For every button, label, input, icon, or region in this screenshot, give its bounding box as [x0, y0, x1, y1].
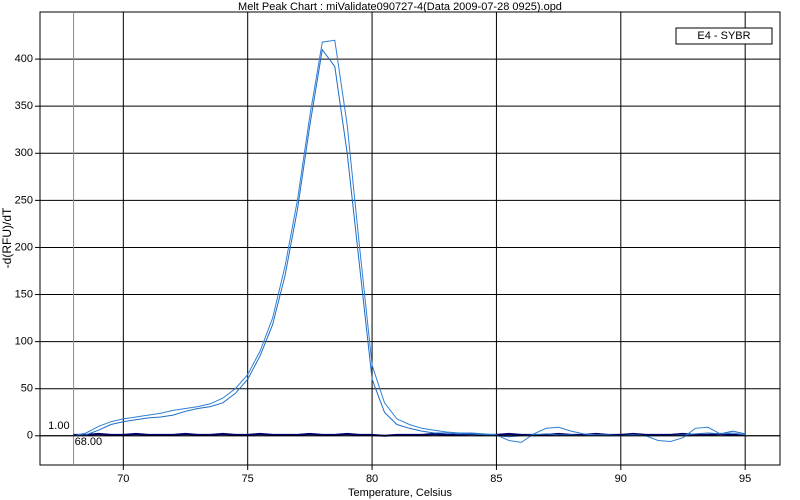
- series-line: [73, 39, 746, 443]
- x-tick-label: 70: [117, 473, 129, 485]
- x-tick-label: 95: [739, 473, 751, 485]
- y-axis-label: -d(RFU)/dT: [0, 207, 14, 268]
- legend-label: E4 - SYBR: [697, 30, 750, 42]
- y-tick-label: 300: [15, 147, 33, 159]
- x-tick-label: 85: [490, 473, 502, 485]
- y-tick-label: 350: [15, 100, 33, 112]
- y-tick-label: 150: [15, 288, 33, 300]
- y-tick-label: 250: [15, 194, 33, 206]
- series-line: [73, 432, 746, 437]
- y-tick-label: 50: [21, 383, 33, 395]
- y-tick-label: 100: [15, 336, 33, 348]
- cursor-y-label: 1.00: [48, 420, 69, 432]
- chart-title: Melt Peak Chart : miValidate090727-4(Dat…: [238, 1, 562, 13]
- x-tick-label: 90: [615, 473, 627, 485]
- x-tick-label: 75: [242, 473, 254, 485]
- y-tick-label: 400: [15, 53, 33, 65]
- cursor-x-label: 68.00: [75, 436, 103, 448]
- y-tick-label: 200: [15, 241, 33, 253]
- y-tick-label: 0: [27, 430, 33, 442]
- legend-box: [675, 27, 773, 45]
- x-axis-label: Temperature, Celsius: [348, 487, 452, 499]
- plot-frame: [39, 11, 781, 466]
- x-tick-label: 80: [366, 473, 378, 485]
